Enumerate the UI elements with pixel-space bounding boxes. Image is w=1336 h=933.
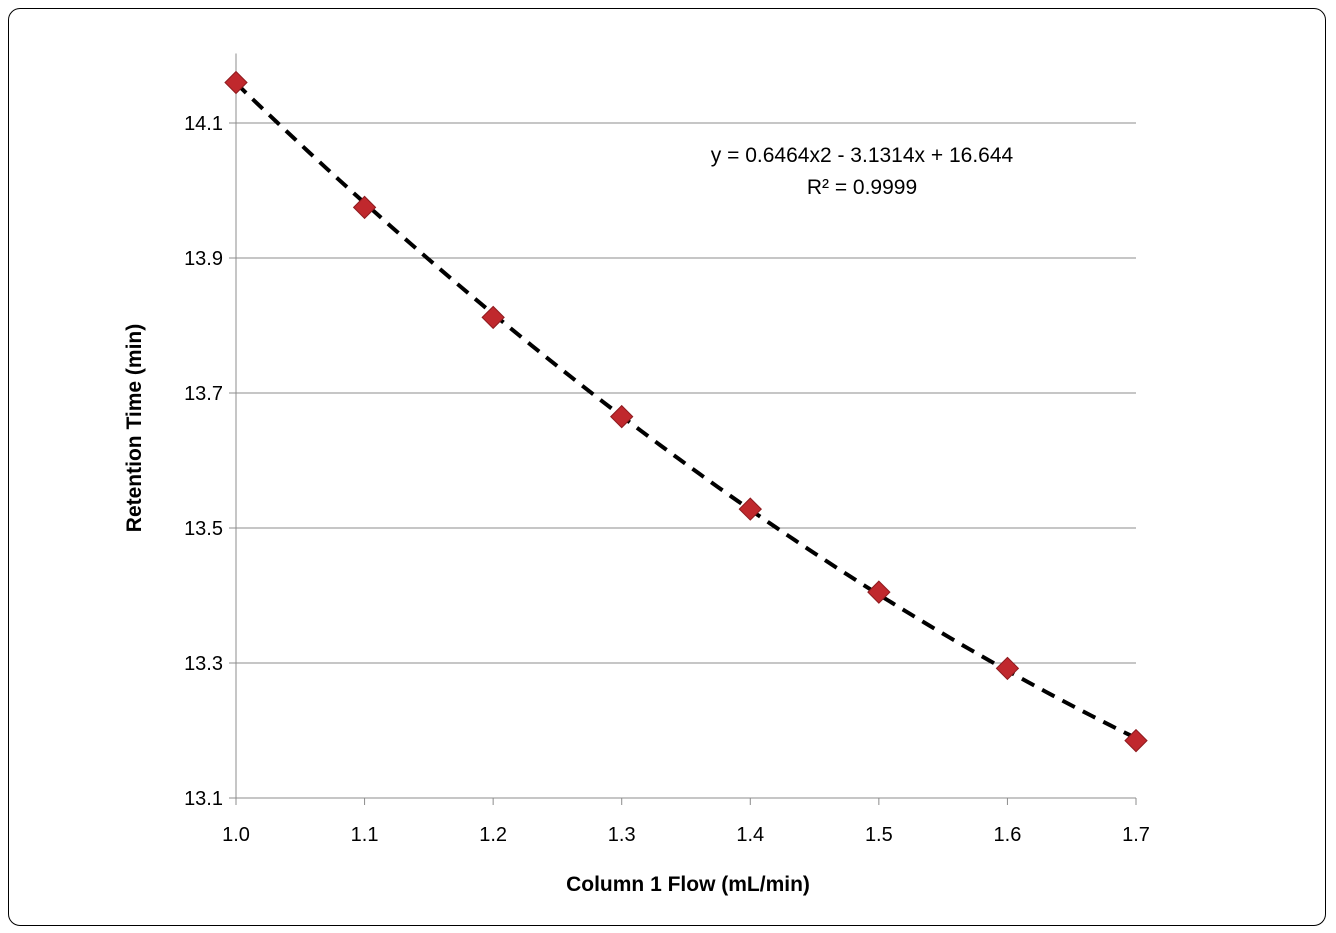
data-points (224, 70, 1148, 753)
x-tick-label: 1.1 (351, 824, 379, 846)
data-point (1124, 728, 1148, 753)
trendline (234, 81, 1137, 740)
y-axis-title: Retention Time (min) (123, 324, 146, 532)
y-tick-label: 13.9 (184, 248, 223, 270)
x-tick-label: 1.5 (865, 824, 893, 846)
x-tick-label: 1.7 (1122, 824, 1150, 846)
data-point (867, 580, 891, 604)
data-point (995, 656, 1020, 681)
equation-label: y = 0.6464x2 - 3.1314x + 16.644 (711, 144, 1014, 167)
y-tick-label: 13.3 (184, 653, 223, 675)
data-point (352, 195, 377, 220)
data-point (610, 404, 634, 429)
data-point (481, 305, 505, 330)
x-tick-label: 1.0 (222, 824, 250, 846)
trendline-path (234, 81, 1137, 740)
x-axis-title: Column 1 Flow (mL/min) (566, 873, 810, 896)
x-tick-label: 1.6 (994, 824, 1022, 846)
y-tick-label: 13.1 (184, 788, 223, 810)
r-squared-label: R² = 0.9999 (807, 176, 917, 199)
y-tick-label: 14.1 (184, 113, 223, 135)
axes (229, 53, 1137, 805)
x-tick-label: 1.3 (608, 824, 636, 846)
chart-frame (8, 8, 1326, 926)
gridlines (236, 122, 1136, 664)
x-tick-labels: 1.0 1.1 1.2 1.3 1.4 1.5 1.6 1.7 (222, 824, 1150, 846)
y-tick-label: 13.5 (184, 518, 223, 540)
data-point (738, 497, 762, 521)
x-tick-label: 1.4 (736, 824, 764, 846)
data-point (224, 70, 248, 95)
y-tick-labels: 13.1 13.3 13.5 13.7 13.9 14.1 (184, 113, 223, 810)
x-tick-label: 1.2 (479, 824, 507, 846)
y-tick-label: 13.7 (184, 383, 223, 405)
